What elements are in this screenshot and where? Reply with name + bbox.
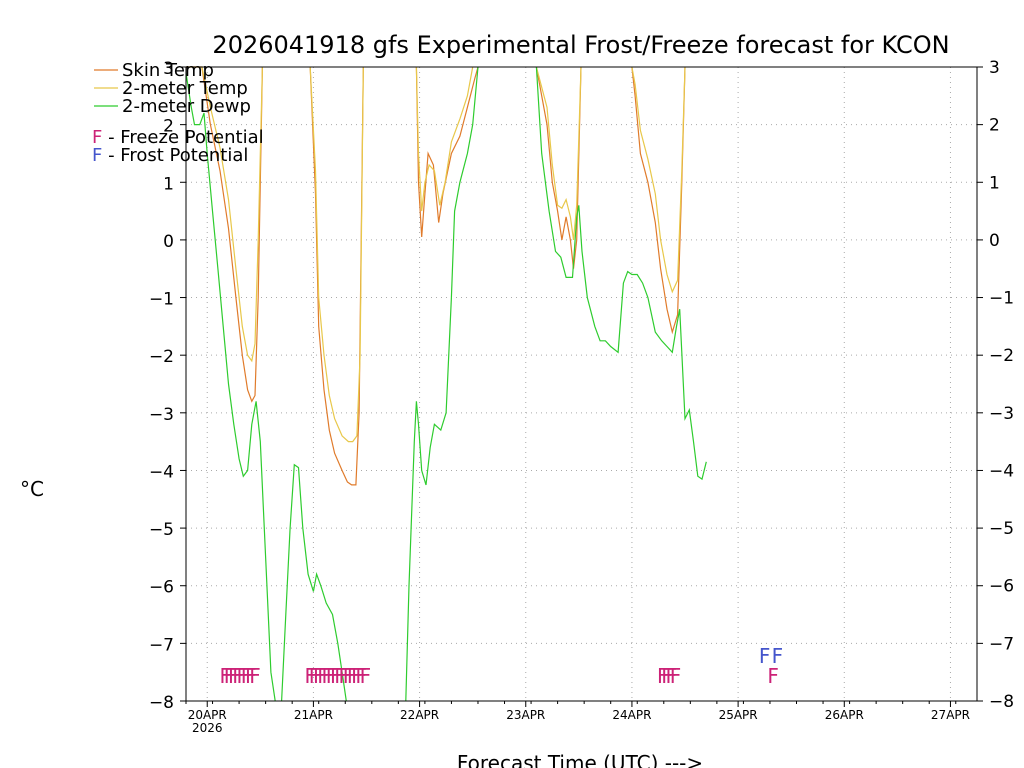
y-tick-label: −1 <box>149 290 174 310</box>
x-tick-label: 26APR <box>825 708 864 722</box>
y-tick-label: −1 <box>989 289 1014 309</box>
y-tick-label: 1 <box>989 173 1000 193</box>
y-tick-label: −2 <box>149 347 174 367</box>
grid <box>186 66 977 702</box>
y-axis-right: −8 −7 −6 −5 −4 −3 −2 −1 0 1 2 3 <box>977 58 1014 712</box>
y-tick-label: −6 <box>149 578 174 598</box>
legend-label: 2-meter Temp <box>122 78 248 99</box>
y-tick-label: 2 <box>989 116 1000 136</box>
freeze-marker: F <box>241 664 253 688</box>
x-tick-label: 20APR <box>188 708 227 722</box>
freeze-marker: F <box>351 664 363 688</box>
legend-marker-text: - Frost Potential <box>102 145 248 166</box>
series-line-2-meter-temp <box>186 66 263 363</box>
series-line-2-meter-dewp <box>185 72 276 702</box>
series-line-skin-temp <box>309 66 364 486</box>
freeze-marker: F <box>767 664 779 688</box>
freeze-marker: F <box>237 664 249 688</box>
freeze-marker: F <box>670 664 682 688</box>
x-tick-label: 21APR <box>294 708 333 722</box>
y-tick-label: −8 <box>989 692 1014 712</box>
x-tick-label: 22APR <box>400 708 439 722</box>
frost-marker: F <box>759 644 771 668</box>
legend-marker-text: - Freeze Potential <box>102 127 263 148</box>
y-tick-label: 0 <box>163 232 174 252</box>
y-tick-label: −7 <box>149 635 174 655</box>
y-tick-label: −3 <box>989 404 1014 424</box>
freeze-marker: F <box>309 664 321 688</box>
y-tick-label: −7 <box>989 634 1014 654</box>
freeze-marker: F <box>321 664 333 688</box>
freeze-marker: F <box>330 664 342 688</box>
y-tick-label: 0 <box>989 231 1000 251</box>
freeze-marker: F <box>338 664 350 688</box>
y-tick-label: −6 <box>989 577 1014 597</box>
y-tick-label: −2 <box>989 346 1014 366</box>
y-tick-label: −8 <box>149 693 174 713</box>
series-line-2-meter-temp <box>309 66 364 443</box>
legend-marker-label: F - Freeze Potential <box>92 127 264 148</box>
freeze-marker: F <box>326 664 338 688</box>
y-axis-label: °C <box>20 477 44 501</box>
freeze-marker: F <box>245 664 257 688</box>
y-tick-label: 2 <box>163 117 174 137</box>
series-line-2-meter-temp <box>535 66 582 240</box>
y-tick-label: 3 <box>163 59 174 79</box>
freeze-marker: F <box>232 664 244 688</box>
x-tick-label: 27APR <box>931 708 970 722</box>
chart-title: 2026041918 gfs Experimental Frost/Freeze… <box>212 31 949 59</box>
y-tick-label: −4 <box>149 462 174 482</box>
x-axis-label: Forecast Time (UTC) ---> <box>457 751 703 768</box>
series-line-2-meter-dewp <box>281 463 347 702</box>
x-tick-label: 25APR <box>719 708 758 722</box>
y-tick-label: −3 <box>149 405 174 425</box>
series-layer <box>185 66 707 702</box>
y-tick-label: −5 <box>989 519 1014 539</box>
series-line-skin-temp <box>415 66 479 238</box>
frost-marker: F <box>772 644 784 668</box>
freeze-marker: F <box>355 664 367 688</box>
freeze-marker: F <box>334 664 346 688</box>
series-line-skin-temp <box>631 66 686 335</box>
freeze-marker: F <box>304 664 316 688</box>
legend-marker-glyph: F <box>92 145 102 166</box>
freeze-marker: F <box>220 664 232 688</box>
y-tick-label: 3 <box>989 58 1000 78</box>
series-line-2-meter-dewp <box>405 66 479 702</box>
plot-frame <box>185 66 978 702</box>
series-line-2-meter-temp <box>631 66 686 294</box>
freeze-marker: F <box>657 664 669 688</box>
freeze-marker: F <box>347 664 359 688</box>
y-tick-label: −4 <box>989 461 1014 481</box>
y-tick-label: −5 <box>149 520 174 540</box>
freeze-marker: F <box>317 664 329 688</box>
freeze-marker: F <box>661 664 673 688</box>
y-tick-label: 1 <box>163 174 174 194</box>
series-line-2-meter-temp <box>415 66 474 212</box>
x-tick-label: 24APR <box>612 708 651 722</box>
freeze-marker: F <box>360 664 372 688</box>
legend-marker-label: F - Frost Potential <box>92 145 248 166</box>
x-tick-label: 23APR <box>506 708 545 722</box>
x-tick-sublabel: 2026 <box>192 721 223 735</box>
legend-label: Skin Temp <box>122 60 214 81</box>
legend-marker-glyph: F <box>92 127 102 148</box>
y-axis-left: −8 −7 −6 −5 −4 −3 −2 −1 0 1 2 3 <box>149 59 186 713</box>
freeze-marker: F <box>228 664 240 688</box>
freeze-marker: F <box>343 664 355 688</box>
series-line-2-meter-dewp <box>535 66 707 481</box>
freeze-marker: F <box>313 664 325 688</box>
series-line-skin-temp <box>535 66 582 269</box>
legend-label: 2-meter Dewp <box>122 96 251 117</box>
series-line-skin-temp <box>186 66 263 403</box>
freeze-marker: F <box>665 664 677 688</box>
freeze-marker: F <box>249 664 261 688</box>
freeze-marker: F <box>224 664 236 688</box>
